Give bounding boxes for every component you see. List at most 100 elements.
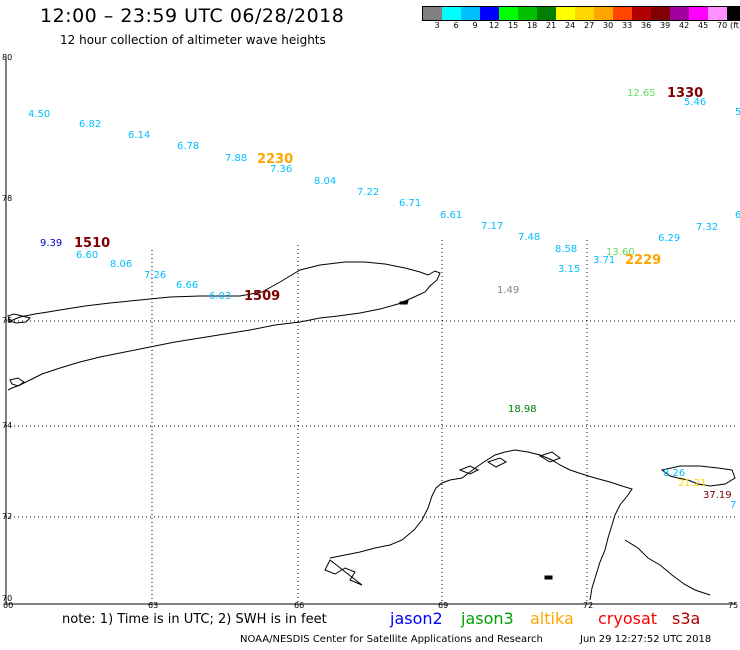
lon-label: 66 bbox=[294, 601, 304, 610]
footer-note: note: 1) Time is in UTC; 2) SWH is in fe… bbox=[62, 612, 327, 627]
wave-height-value: 6 bbox=[735, 210, 740, 221]
wave-height-value: 8.06 bbox=[110, 259, 132, 270]
lat-labels: 80 78 76 74 72 70 bbox=[2, 53, 12, 603]
satellite-legend-jason2: jason2 bbox=[390, 609, 443, 628]
color-legend-value: 15 bbox=[508, 21, 519, 30]
coast-islet bbox=[544, 575, 553, 580]
map-subtitle: 12 hour collection of altimeter wave hei… bbox=[60, 33, 326, 47]
wave-height-value: 6.71 bbox=[399, 198, 421, 209]
map-title: 12:00 – 23:59 UTC 06/28/2018 bbox=[40, 5, 345, 27]
wave-height-value: 7.26 bbox=[144, 270, 166, 281]
color-legend-swatch bbox=[613, 7, 632, 20]
color-legend-value: 12 bbox=[489, 21, 500, 30]
color-legend bbox=[422, 6, 740, 21]
color-legend-swatch bbox=[594, 7, 613, 20]
color-legend-value: 27 bbox=[584, 21, 595, 30]
color-legend-value: 18 bbox=[527, 21, 538, 30]
wave-height-value: 6.66 bbox=[176, 280, 198, 291]
wave-height-value: 6.78 bbox=[177, 141, 199, 152]
wave-height-value: 6.61 bbox=[440, 210, 462, 221]
satellite-legend-altika: altika bbox=[530, 609, 574, 628]
wave-height-value: 6.29 bbox=[658, 233, 680, 244]
wave-height-value: 3.71 bbox=[593, 255, 615, 266]
lat-label: 72 bbox=[2, 512, 12, 521]
coast-islet bbox=[458, 465, 480, 475]
color-legend-value: 70 bbox=[717, 21, 728, 30]
color-legend-swatch bbox=[651, 7, 670, 20]
wave-height-value: 5.46 bbox=[684, 97, 706, 108]
wave-height-value: 6.14 bbox=[128, 130, 150, 141]
color-legend-swatch bbox=[632, 7, 651, 20]
color-legend-value: 45 bbox=[698, 21, 709, 30]
color-legend-value: 3 bbox=[434, 21, 440, 30]
color-legend-unit: (ft) bbox=[730, 21, 740, 30]
wave-height-value: 6.60 bbox=[76, 250, 98, 261]
novaya-zemlya-coast bbox=[7, 261, 441, 391]
color-legend-swatch bbox=[480, 7, 499, 20]
color-legend-swatch bbox=[442, 7, 461, 20]
taz-coast bbox=[624, 539, 711, 596]
wave-height-value: 5 bbox=[735, 107, 740, 118]
color-legend-swatch bbox=[708, 7, 727, 20]
lon-label: 75 bbox=[728, 601, 738, 610]
credit-text: NOAA/NESDIS Center for Satellite Applica… bbox=[240, 634, 543, 645]
wave-height-value: 4.50 bbox=[28, 109, 50, 120]
pass-time-label: 1510 bbox=[74, 236, 110, 251]
color-legend-swatch bbox=[423, 7, 442, 20]
color-legend-value: 24 bbox=[565, 21, 576, 30]
wave-height-value: 6.82 bbox=[79, 119, 101, 130]
lon-label: 69 bbox=[438, 601, 448, 610]
wave-height-value: 13.60 bbox=[606, 247, 635, 258]
color-legend-value: 42 bbox=[679, 21, 690, 30]
color-legend-swatch bbox=[537, 7, 556, 20]
color-legend-value: 6 bbox=[453, 21, 459, 30]
wave-height-value: 12.65 bbox=[627, 88, 656, 99]
color-legend-value: 36 bbox=[641, 21, 652, 30]
color-legend-swatch bbox=[727, 7, 740, 20]
wave-height-value: 7.32 bbox=[696, 222, 718, 233]
satellite-legend-cryosat: cryosat bbox=[598, 609, 658, 628]
lon-labels: 60 63 66 69 72 75 bbox=[3, 601, 738, 610]
coast-islet bbox=[9, 377, 25, 387]
lat-label: 70 bbox=[2, 594, 12, 603]
color-legend-value: 21 bbox=[546, 21, 557, 30]
wave-height-value: 7.36 bbox=[270, 164, 292, 175]
wave-height-value: 9.39 bbox=[40, 238, 62, 249]
pass-time-labels: 1330 2230 1510 1509 2229 bbox=[74, 86, 703, 304]
wave-height-labels: 4.50 6.82 6.14 6.78 7.88 7.36 8.04 7.22 … bbox=[28, 88, 740, 511]
color-legend-swatch bbox=[670, 7, 689, 20]
lat-label: 76 bbox=[2, 316, 12, 325]
color-legend-value: 30 bbox=[603, 21, 614, 30]
wave-height-value: 7.88 bbox=[225, 153, 247, 164]
color-legend-value: 9 bbox=[472, 21, 478, 30]
color-legend-swatch bbox=[556, 7, 575, 20]
color-legend-swatch bbox=[499, 7, 518, 20]
wave-height-value: 7.48 bbox=[518, 232, 540, 243]
color-legend-swatch bbox=[575, 7, 594, 20]
pass-time-label: 2229 bbox=[625, 253, 661, 268]
wave-height-value: 8.58 bbox=[555, 244, 577, 255]
color-legend-swatch bbox=[461, 7, 480, 20]
generated-timestamp: Jun 29 12:27:52 UTC 2018 bbox=[580, 634, 712, 645]
coast-islet bbox=[538, 451, 562, 463]
color-legend-value: 39 bbox=[660, 21, 671, 30]
wave-height-value: 3.15 bbox=[558, 264, 580, 275]
lat-label: 74 bbox=[2, 421, 12, 430]
mainland-coast bbox=[329, 449, 633, 601]
color-legend-swatch bbox=[689, 7, 708, 20]
wave-height-value: 7.22 bbox=[357, 187, 379, 198]
lat-label: 78 bbox=[2, 194, 12, 203]
pass-time-label: 1509 bbox=[244, 289, 280, 304]
color-legend-value: 33 bbox=[622, 21, 633, 30]
satellite-legend-s3a: s3a bbox=[672, 609, 701, 628]
wave-height-value: 7.17 bbox=[481, 221, 503, 232]
wave-height-value: 1.49 bbox=[497, 285, 519, 296]
wave-height-value: 18.98 bbox=[508, 404, 537, 415]
satellite-legend-jason3: jason3 bbox=[461, 609, 514, 628]
wave-height-value: 6.03 bbox=[209, 291, 231, 302]
gydan-coast bbox=[660, 465, 736, 487]
lat-label: 80 bbox=[2, 53, 12, 62]
coast-islet bbox=[324, 559, 363, 586]
coastline bbox=[7, 261, 736, 601]
lon-label: 60 bbox=[3, 601, 13, 610]
